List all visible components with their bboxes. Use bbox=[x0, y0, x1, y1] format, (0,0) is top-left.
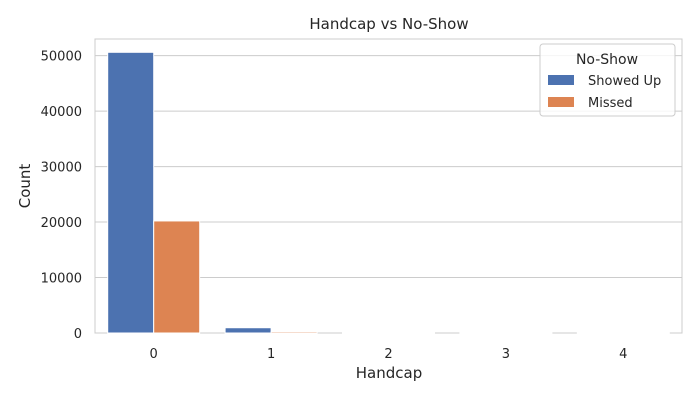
legend-label-showed-up: Showed Up bbox=[588, 74, 661, 89]
y-tick-label: 30000 bbox=[41, 161, 82, 176]
legend-swatch-missed bbox=[548, 97, 574, 107]
bar-showed-up-1 bbox=[224, 327, 272, 334]
bar-showed-up-2 bbox=[342, 331, 389, 334]
x-tick-label: 4 bbox=[619, 347, 627, 362]
legend-title: No-Show bbox=[576, 52, 638, 68]
y-tick-label: 0 bbox=[74, 327, 82, 342]
bars bbox=[107, 51, 670, 334]
legend: No-Show Showed Up Missed bbox=[539, 43, 676, 117]
y-tick-label: 10000 bbox=[41, 272, 82, 287]
x-tick-label: 2 bbox=[384, 347, 392, 362]
x-axis-ticks: 0 1 2 3 4 bbox=[150, 347, 628, 362]
x-tick-label: 1 bbox=[267, 347, 275, 362]
legend-swatch-showed-up bbox=[548, 75, 574, 85]
bar-missed-1 bbox=[270, 331, 318, 334]
y-tick-label: 20000 bbox=[41, 216, 82, 231]
bar-missed-0 bbox=[153, 220, 201, 334]
y-axis-ticks: 0 10000 20000 30000 40000 50000 bbox=[41, 50, 82, 342]
chart-title: Handcap vs No-Show bbox=[309, 15, 468, 33]
x-tick-label: 3 bbox=[502, 347, 510, 362]
y-tick-label: 40000 bbox=[41, 105, 82, 120]
x-tick-label: 0 bbox=[150, 347, 158, 362]
x-axis-label: Handcap bbox=[356, 364, 422, 382]
y-axis-label: Count bbox=[16, 164, 34, 209]
legend-label-missed: Missed bbox=[588, 96, 633, 111]
bar-showed-up-0 bbox=[107, 51, 155, 334]
y-tick-label: 50000 bbox=[41, 50, 82, 65]
